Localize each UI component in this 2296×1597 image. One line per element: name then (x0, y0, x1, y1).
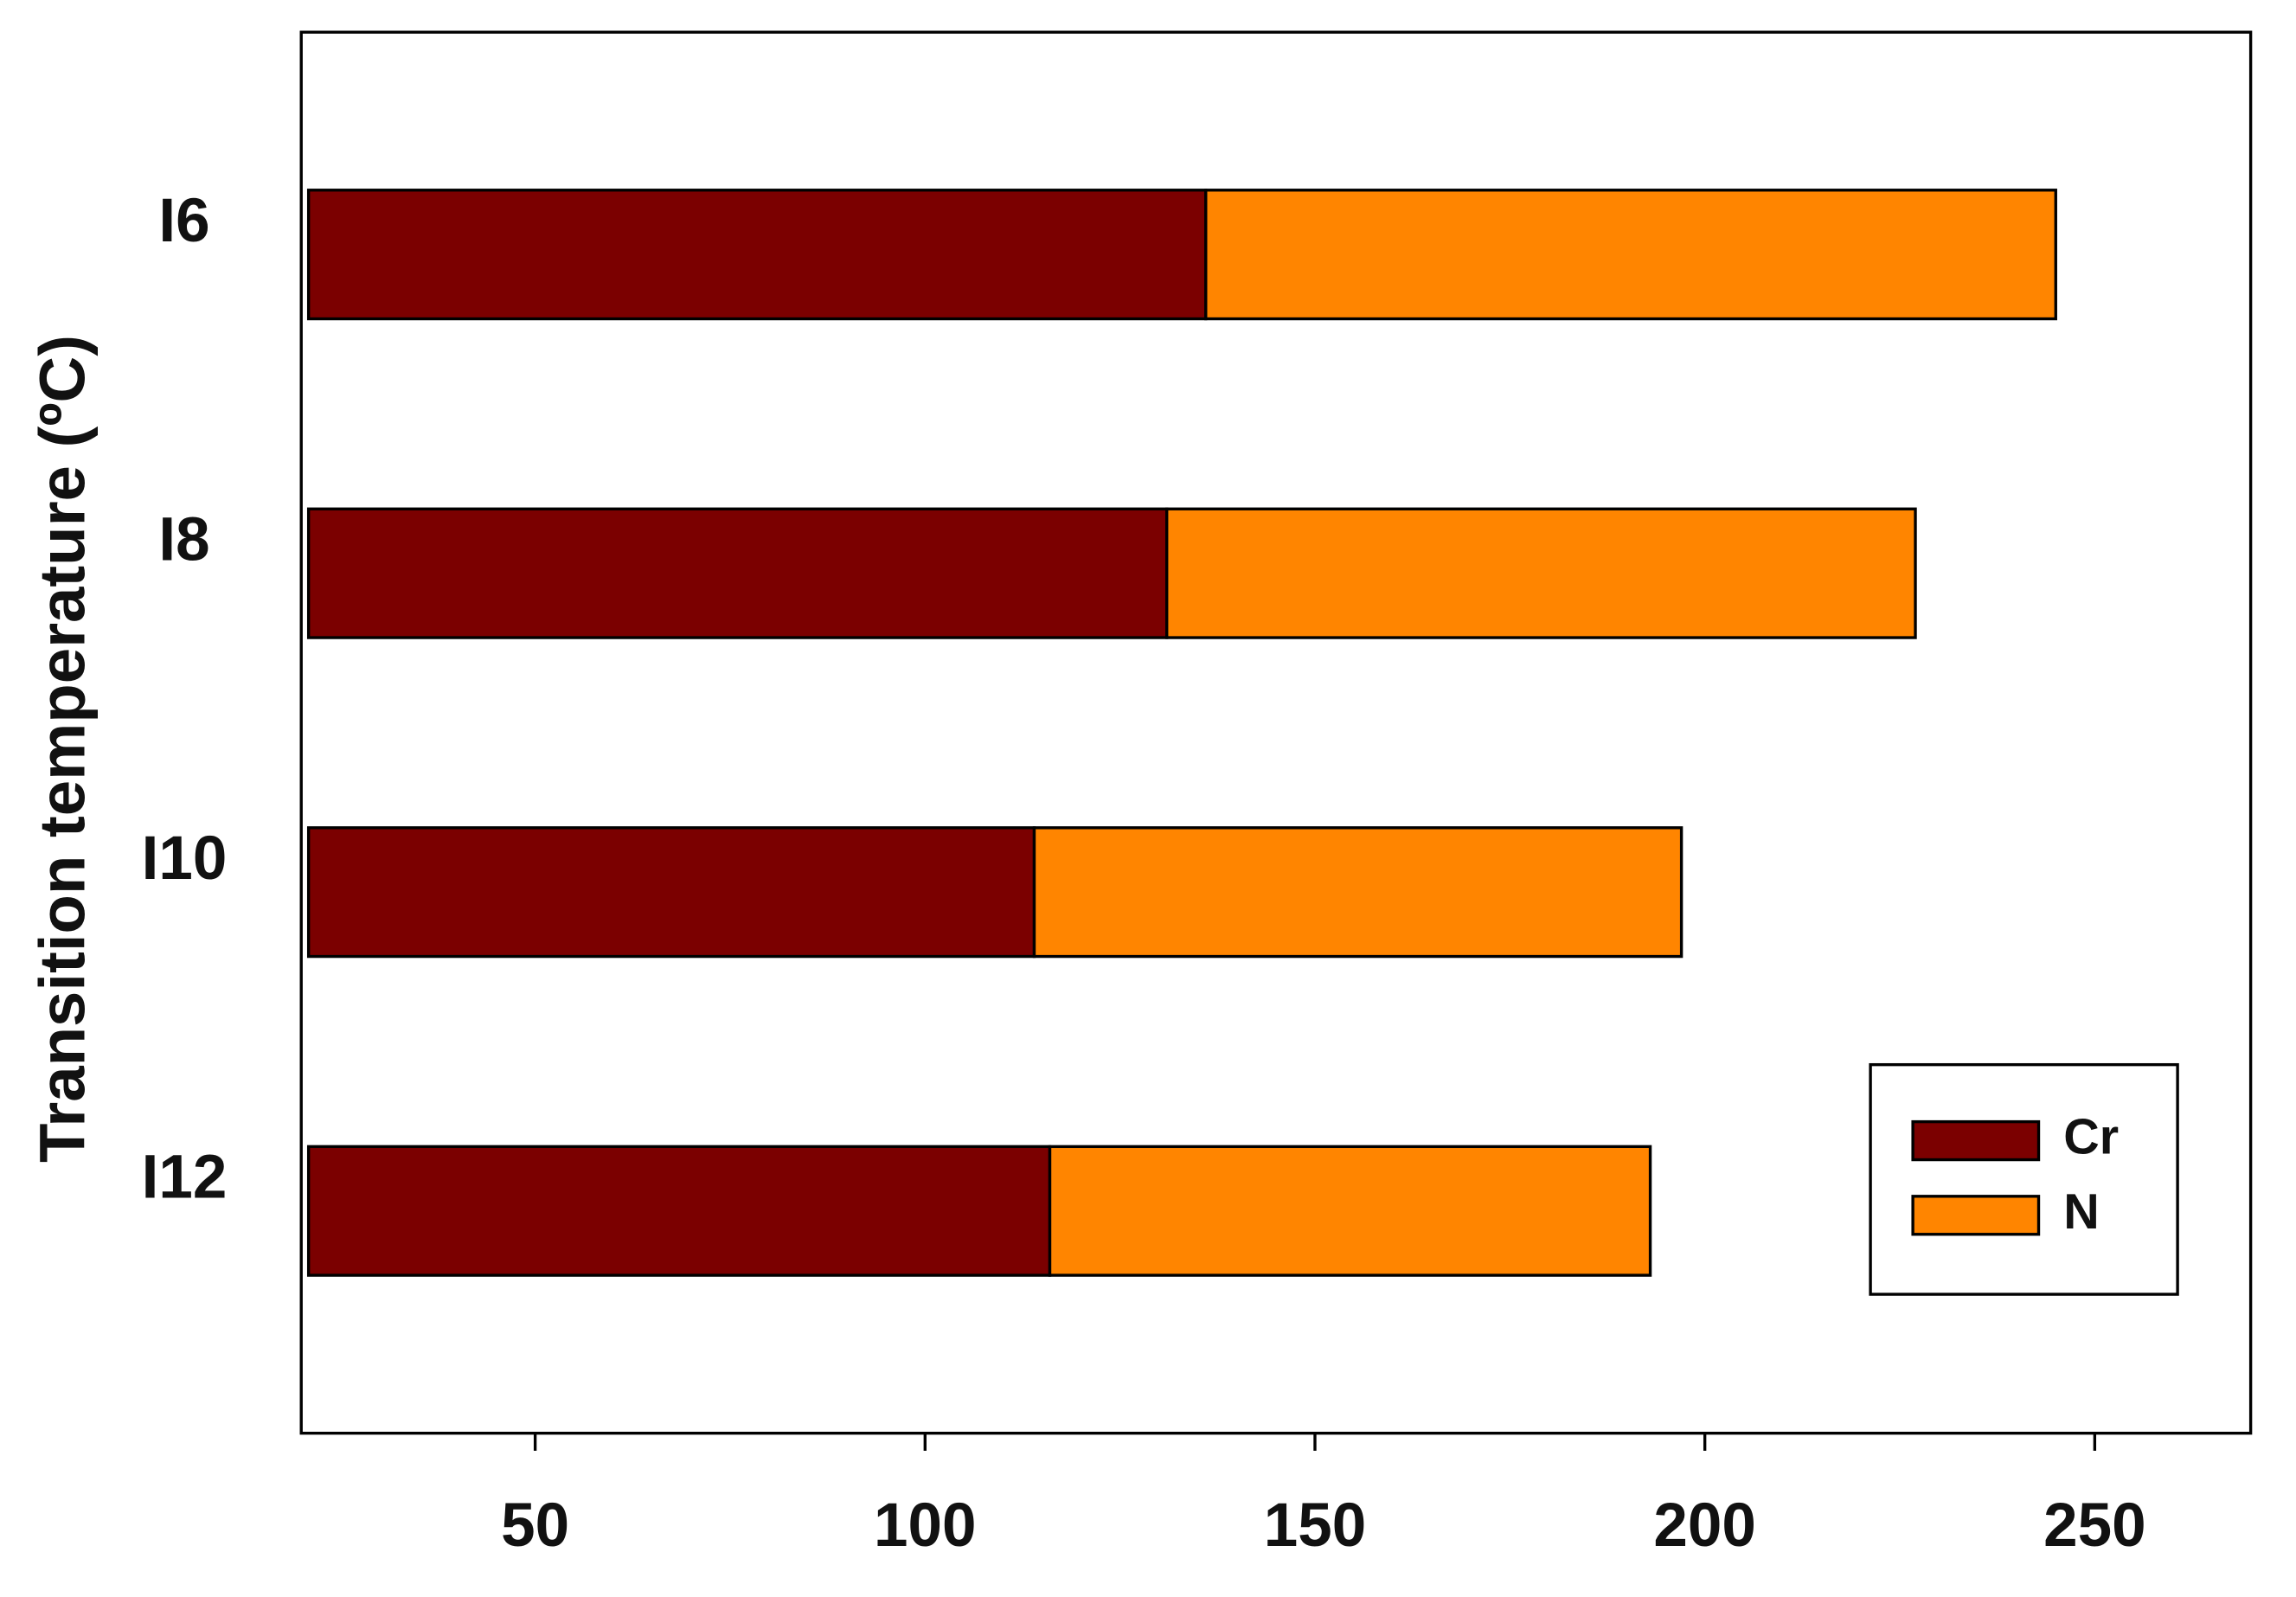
bar-segment (1204, 189, 2057, 321)
x-tick-label: 150 (1264, 1491, 1366, 1560)
x-tick-label: 50 (501, 1491, 569, 1560)
bar-segment (306, 826, 1036, 959)
bar-segment (306, 1145, 1052, 1277)
plot-frame (299, 30, 2253, 1435)
legend-label: Cr (2063, 1110, 2119, 1165)
y-tick-label: I10 (142, 824, 228, 893)
x-tick-label: 100 (874, 1491, 976, 1560)
legend-box (1869, 1062, 2179, 1296)
y-tick-label: I6 (158, 187, 209, 255)
bar-segment (1032, 826, 1684, 959)
legend-label: N (2063, 1184, 2100, 1240)
bar-segment (306, 189, 1208, 321)
y-tick-label: I12 (142, 1144, 228, 1212)
bar-segment (306, 507, 1169, 639)
x-tick-label: 250 (2043, 1491, 2145, 1560)
y-tick-label: I8 (158, 506, 209, 574)
legend-swatch (1911, 1195, 2041, 1236)
x-tick-label: 200 (1653, 1491, 1755, 1560)
legend-swatch (1911, 1119, 2041, 1162)
bar-segment (1165, 507, 1917, 639)
y-axis-label: Transition temperature (ºC) (26, 335, 98, 1163)
bar-segment (1048, 1145, 1652, 1277)
